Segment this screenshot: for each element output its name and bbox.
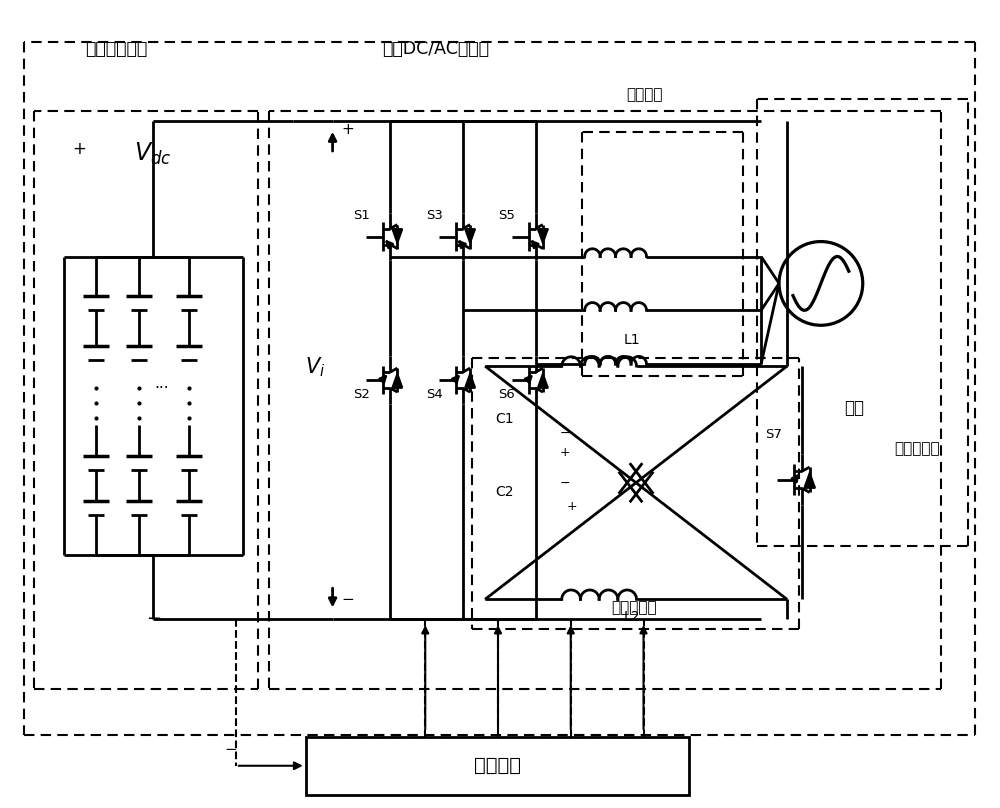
Text: $V_{dc}$: $V_{dc}$ <box>134 141 172 167</box>
Text: S2: S2 <box>353 388 370 401</box>
Text: $-$: $-$ <box>341 591 354 605</box>
Text: $V_i$: $V_i$ <box>305 355 326 379</box>
Text: S3: S3 <box>426 209 443 222</box>
Text: $+$: $+$ <box>566 499 577 512</box>
Text: $+$: $+$ <box>559 446 570 459</box>
Text: 双向DC/AC变流器: 双向DC/AC变流器 <box>382 40 489 58</box>
Polygon shape <box>804 472 815 487</box>
Bar <box>306 737 689 794</box>
Text: 阻抗源网络: 阻抗源网络 <box>612 600 657 615</box>
Text: $-$: $-$ <box>224 740 237 755</box>
Text: 电池储能单元: 电池储能单元 <box>85 40 147 58</box>
Text: S4: S4 <box>426 388 443 401</box>
Text: L1: L1 <box>623 333 640 347</box>
Text: C2: C2 <box>496 485 514 499</box>
Text: $-$: $-$ <box>559 426 570 439</box>
Text: S7: S7 <box>766 428 782 441</box>
Text: $+$: $+$ <box>341 122 354 137</box>
Text: S1: S1 <box>353 209 370 222</box>
Text: S6: S6 <box>499 388 515 401</box>
Polygon shape <box>538 373 548 387</box>
Text: S5: S5 <box>499 209 515 222</box>
Text: 全控型器件: 全控型器件 <box>894 441 939 456</box>
Text: $-$: $-$ <box>559 476 570 489</box>
Text: 电网: 电网 <box>844 399 864 417</box>
Polygon shape <box>392 373 402 387</box>
Text: ...: ... <box>155 376 169 390</box>
Text: C1: C1 <box>496 412 514 426</box>
Text: 滤波电感: 滤波电感 <box>626 87 663 102</box>
Polygon shape <box>538 229 548 244</box>
Polygon shape <box>465 229 475 244</box>
Text: $+$: $+$ <box>72 140 87 158</box>
Text: 控制系统: 控制系统 <box>474 756 521 775</box>
Text: $-$: $-$ <box>146 608 161 626</box>
Polygon shape <box>392 229 402 244</box>
Text: L2: L2 <box>623 610 640 625</box>
Polygon shape <box>465 373 475 387</box>
